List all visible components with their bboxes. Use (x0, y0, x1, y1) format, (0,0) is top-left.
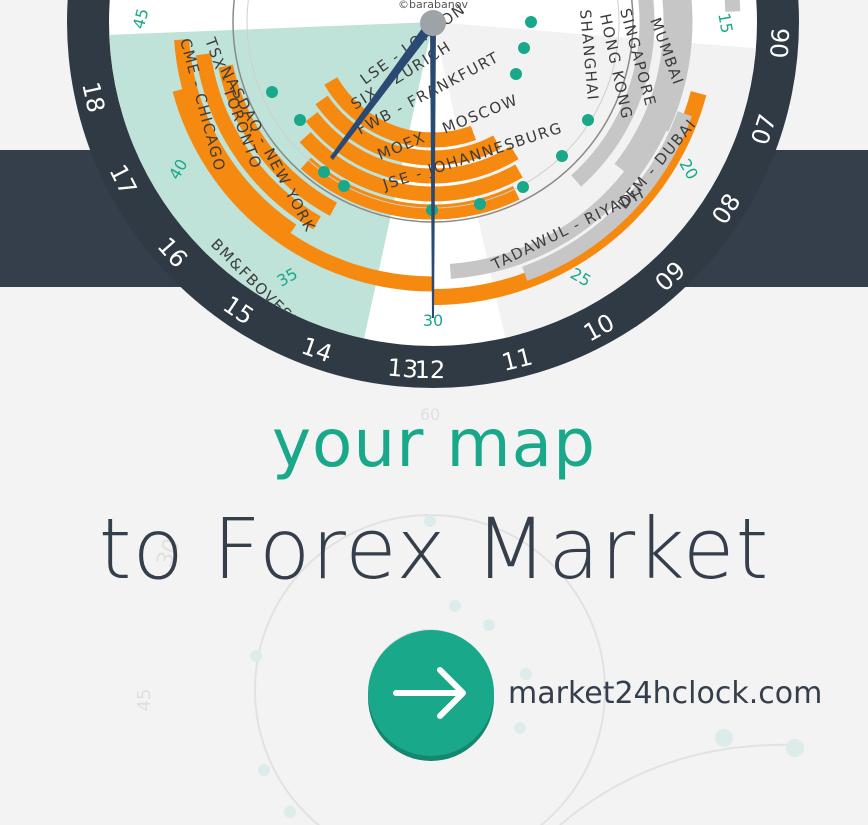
bg-mark-60: 60 (420, 405, 440, 424)
market-session-arc (324, 77, 476, 148)
minute-mark: 30 (423, 311, 443, 330)
green-dot (510, 68, 522, 80)
arrow-right-icon (393, 667, 466, 719)
green-dot (517, 181, 529, 193)
market-session-arc (299, 132, 523, 202)
market-session-arc (300, 157, 520, 220)
market-session-arc (218, 64, 338, 216)
green-dot (582, 114, 594, 126)
tagline-line2: to Forex Market (98, 500, 770, 598)
hour-number: 06 (765, 27, 795, 59)
market-session-arc (174, 39, 297, 238)
market-session-arc (305, 112, 519, 184)
market-session-arc (571, 0, 655, 187)
active-sector (109, 22, 433, 346)
green-dot (474, 198, 486, 210)
market-session-arc (654, 0, 693, 132)
green-dot (556, 150, 568, 162)
market-session-arc (711, 0, 741, 12)
green-dot (294, 114, 306, 126)
market-session-arc (315, 95, 501, 166)
market-session-arc (195, 53, 321, 230)
hour-number: 18 (76, 79, 110, 115)
market-session-arc (522, 111, 692, 281)
gray-sector (433, 22, 757, 346)
minute-mark: 15 (714, 11, 736, 34)
green-dot (318, 166, 330, 178)
hour-number: 13 (386, 353, 419, 384)
clock-hub (420, 10, 446, 36)
minute-mark: 45 (129, 6, 153, 31)
green-dot (266, 86, 278, 98)
green-dot (338, 180, 350, 192)
minute-hand (430, 25, 436, 318)
green-dot (525, 16, 537, 28)
tagline-line1: your map (271, 405, 596, 482)
go-button[interactable] (368, 630, 494, 756)
green-dot (518, 42, 530, 54)
market-session-arc (614, 0, 679, 174)
hour-hand (330, 20, 436, 160)
site-link[interactable]: market24hclock.com (508, 676, 823, 711)
market-session-arc (449, 96, 678, 279)
market-session-arc (172, 87, 434, 292)
bg-mark-45: 45 (134, 689, 155, 712)
hour-number: 12 (415, 356, 446, 384)
credit-label: ©barabanov (398, 0, 468, 11)
